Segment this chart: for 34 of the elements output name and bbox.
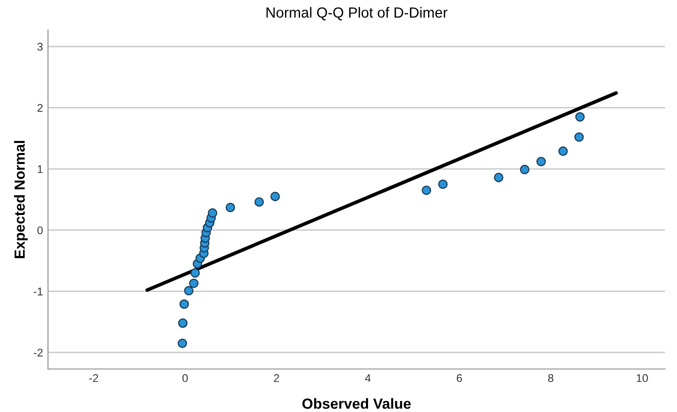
point [270, 192, 280, 202]
x-tick-label: 8 [548, 374, 554, 382]
x-tick-label: 6 [456, 374, 462, 382]
chart-title: Normal Q-Q Plot of D-Dimer [266, 7, 448, 20]
point [190, 268, 200, 278]
point [179, 299, 189, 309]
point [189, 278, 199, 288]
point [178, 338, 188, 348]
point [438, 179, 448, 189]
point [558, 146, 568, 156]
point [184, 286, 194, 296]
point [574, 132, 584, 142]
point [254, 197, 264, 207]
x-tick-label: -2 [89, 374, 98, 382]
point [178, 318, 188, 328]
x-tick-label: 10 [636, 374, 648, 382]
point [494, 172, 504, 182]
y-tick-label: -1 [34, 288, 43, 296]
y-tick-label: 3 [37, 42, 43, 51]
x-tick-label: 0 [182, 374, 188, 382]
point [520, 164, 530, 174]
y-tick-label: 1 [38, 165, 43, 173]
x-tick-label: 2 [274, 374, 280, 382]
point [226, 202, 236, 212]
point [208, 208, 218, 218]
x-tick-label: 4 [365, 374, 371, 382]
y-axis-title: Expected Normal [14, 140, 28, 258]
y-tick-label: 2 [38, 104, 43, 112]
x-axis-title: Observed Value [302, 398, 411, 409]
point [575, 112, 585, 122]
point [536, 156, 546, 166]
y-tick-label: 0 [37, 226, 43, 234]
y-tick-label: -2 [34, 348, 43, 357]
point [422, 186, 432, 196]
